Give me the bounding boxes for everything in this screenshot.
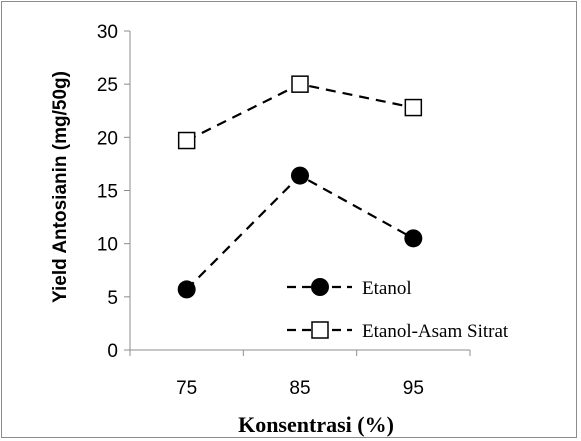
legend-marker xyxy=(311,321,329,339)
y-tick-label: 0 xyxy=(107,341,118,362)
y-axis-ticks: 0 5 10 15 20 25 30 xyxy=(97,22,130,362)
data-point xyxy=(404,98,423,117)
series-line xyxy=(185,174,414,291)
series-etanol-asam-sitrat xyxy=(177,75,423,150)
y-axis-label: Yield Antosianin (mg/50g) xyxy=(50,71,71,303)
data-point xyxy=(291,75,309,93)
y-tick-label: 20 xyxy=(97,128,118,149)
legend-item: Etanol-Asam Sitrat xyxy=(287,321,509,342)
legend-label: Etanol xyxy=(362,278,412,299)
legend-item: Etanol xyxy=(287,278,412,299)
y-tick-label: 15 xyxy=(97,182,118,203)
data-point xyxy=(404,229,423,248)
x-tick-label: 95 xyxy=(403,378,424,399)
series-etanol xyxy=(177,166,423,299)
data-point xyxy=(291,166,309,185)
data-point xyxy=(177,280,196,299)
legend: Etanol Etanol-Asam Sitrat xyxy=(287,278,509,342)
legend-label: Etanol-Asam Sitrat xyxy=(362,321,509,342)
x-axis-ticks: 75 85 95 xyxy=(129,350,471,399)
x-axis-label: Konsentrasi (%) xyxy=(238,412,394,437)
y-tick-label: 30 xyxy=(97,22,118,43)
y-tick-label: 25 xyxy=(97,75,118,96)
x-tick-label: 75 xyxy=(176,378,197,399)
x-tick-label: 85 xyxy=(289,378,310,399)
y-tick-label: 5 xyxy=(107,288,118,309)
y-tick-label: 10 xyxy=(97,235,118,256)
legend-marker xyxy=(311,278,329,296)
data-point xyxy=(177,131,196,150)
series-layer xyxy=(177,75,423,299)
